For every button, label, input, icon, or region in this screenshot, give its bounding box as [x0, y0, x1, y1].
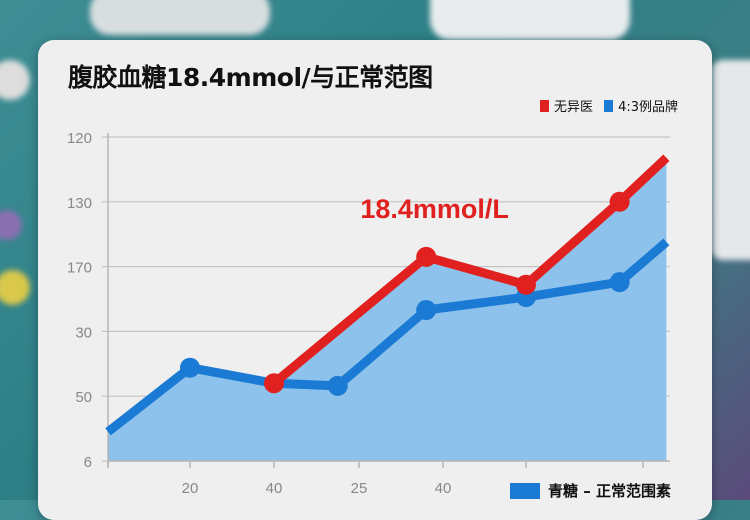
- x-tick-label: 20: [182, 480, 199, 497]
- y-tick-label: 130: [67, 195, 92, 212]
- background-bottle: [90, 0, 270, 35]
- area-fill: [108, 157, 667, 461]
- annotation-label: 18.4mmol/L: [360, 194, 509, 224]
- series-line-blue: [105, 238, 670, 436]
- x-tick-label: 40: [435, 480, 452, 497]
- data-point-red: [516, 274, 536, 295]
- y-tick-label: 6: [84, 454, 92, 471]
- legend: 无异医 4:3例品牌: [540, 96, 678, 115]
- x-tick-label: 25: [351, 480, 368, 497]
- y-tick-label: 50: [75, 389, 92, 406]
- legend-label-blue: 4:3例品牌: [618, 100, 678, 115]
- data-point-red: [609, 191, 630, 212]
- bottom-legend: 青糖 – 正常范围素: [510, 480, 671, 501]
- bottom-legend-label: 青糖 – 正常范围素: [548, 482, 671, 500]
- data-point-blue: [416, 300, 437, 321]
- chart-plot: 6 50 30 170 130 120 20 40 25 40 18.4mmol/L: [67, 130, 670, 497]
- y-tick-label: 170: [67, 260, 92, 277]
- x-tick-label: 40: [266, 480, 283, 497]
- legend-swatch-blue: [604, 99, 614, 112]
- data-point-red: [264, 373, 284, 394]
- background-bottle: [430, 0, 630, 40]
- data-point-blue: [609, 272, 630, 293]
- data-point-blue: [180, 357, 200, 378]
- data-point-red: [416, 246, 437, 267]
- background-bottle: [712, 60, 750, 260]
- background-pill: [0, 210, 22, 240]
- chart-title: 腹胶血糖18.4mmol/与正常范图: [68, 63, 433, 92]
- background-pill: [0, 270, 30, 305]
- legend-label-red: 无异医: [554, 100, 594, 115]
- data-point-blue: [327, 375, 348, 396]
- y-tick-label: 120: [67, 130, 92, 147]
- y-tick-label: 30: [75, 324, 92, 341]
- legend-swatch-red: [540, 99, 550, 112]
- bottom-legend-swatch: [510, 482, 540, 499]
